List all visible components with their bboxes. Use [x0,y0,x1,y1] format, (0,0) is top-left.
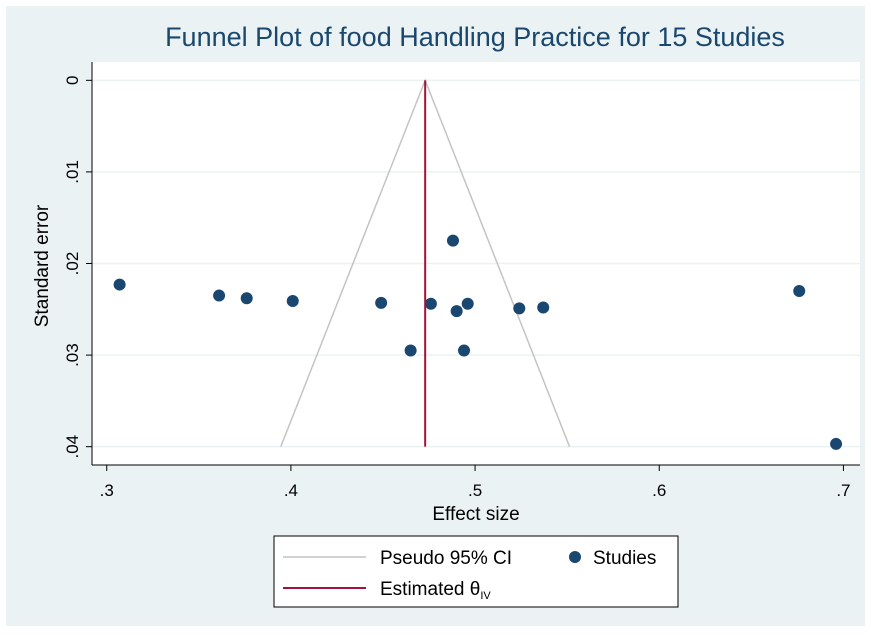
chart-title: Funnel Plot of food Handling Practice fo… [165,22,785,52]
legend-label: Pseudo 95% CI [380,548,512,569]
x-tick-label: .5 [468,481,482,500]
y-tick-label: .03 [63,343,82,367]
y-tick-label: 0 [63,76,82,85]
y-tick-label: .04 [63,435,82,459]
y-tick-label: .02 [63,252,82,276]
legend-box [273,535,679,608]
x-tick-label: .6 [652,481,666,500]
study-point [404,344,417,357]
study-point [793,284,806,297]
study-point [213,289,226,302]
study-point [513,302,526,315]
study-point [446,234,459,247]
x-tick-label: .3 [100,481,114,500]
study-point [537,301,550,314]
study-point [113,278,126,291]
study-point [375,296,388,309]
study-point [458,344,471,357]
study-point [424,297,437,310]
legend-label: Estimated θIV [380,579,491,602]
legend-label-main: Estimated θ [380,579,480,600]
study-point [450,305,463,318]
x-tick-label: .7 [836,481,850,500]
y-axis-label: Standard error [32,204,53,327]
study-point [286,295,299,308]
x-axis-label: Effect size [432,504,519,525]
legend-swatch [569,551,581,563]
x-tick-label: .4 [284,481,298,500]
study-point [461,297,474,310]
study-point [240,292,253,305]
legend-label-subscript: IV [480,590,491,602]
study-point [830,437,843,450]
y-tick-label: .01 [63,160,82,184]
legend: Pseudo 95% CI Studies Estimated θIV [273,535,679,608]
legend-label: Studies [593,548,656,569]
